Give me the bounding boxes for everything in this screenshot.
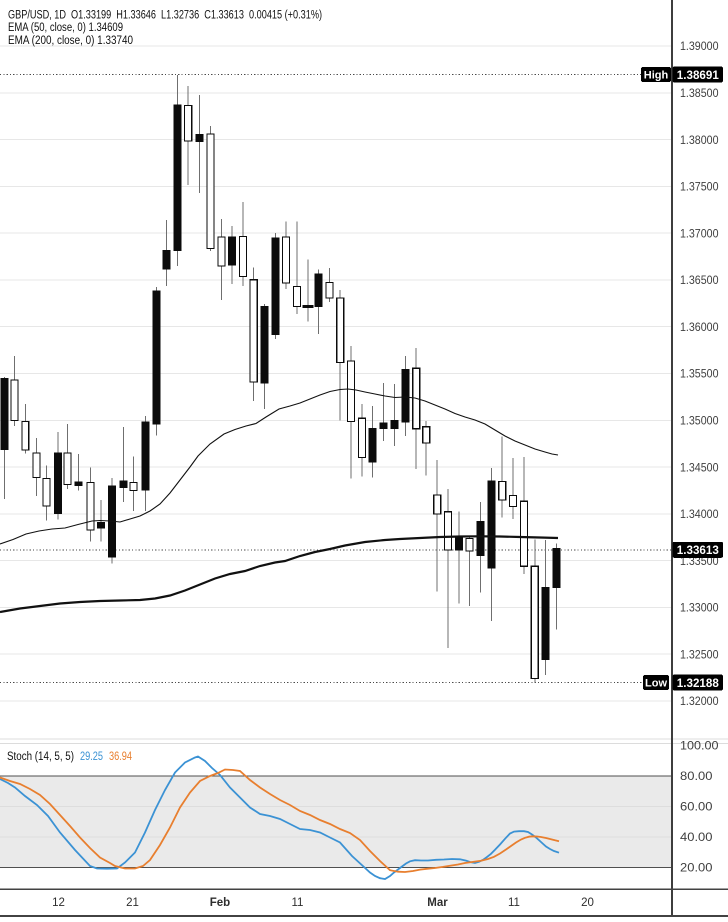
svg-text:11: 11 bbox=[292, 897, 304, 909]
svg-text:1.36500: 1.36500 bbox=[680, 273, 719, 287]
svg-text:20: 20 bbox=[581, 897, 594, 909]
svg-text:21: 21 bbox=[126, 897, 139, 909]
svg-text:100.00: 100.00 bbox=[680, 739, 719, 753]
svg-text:Feb: Feb bbox=[210, 897, 230, 909]
svg-text:1.38000: 1.38000 bbox=[680, 133, 719, 147]
svg-text:60.00: 60.00 bbox=[680, 800, 713, 814]
svg-text:11: 11 bbox=[508, 897, 520, 909]
svg-text:1.36000: 1.36000 bbox=[680, 320, 719, 334]
svg-text:1.35500: 1.35500 bbox=[680, 367, 719, 381]
svg-text:Low: Low bbox=[645, 678, 667, 690]
svg-text:1.39000: 1.39000 bbox=[680, 39, 719, 53]
svg-text:20.00: 20.00 bbox=[680, 861, 713, 875]
svg-text:1.34000: 1.34000 bbox=[680, 507, 719, 521]
svg-text:1.38500: 1.38500 bbox=[680, 86, 719, 100]
svg-text:1.34500: 1.34500 bbox=[680, 460, 719, 474]
svg-text:1.37500: 1.37500 bbox=[680, 180, 719, 194]
svg-text:High: High bbox=[644, 70, 669, 82]
svg-text:1.35000: 1.35000 bbox=[680, 414, 719, 428]
svg-text:1.38691: 1.38691 bbox=[677, 68, 719, 82]
svg-text:1.32188: 1.32188 bbox=[677, 676, 719, 690]
svg-text:1.37000: 1.37000 bbox=[680, 226, 719, 240]
svg-text:GBP/USD, 1D O1.33199 H1.3364: GBP/USD, 1D O1.33199 H1.33646 L1.32736 C… bbox=[8, 10, 322, 22]
svg-text:12: 12 bbox=[52, 897, 65, 909]
svg-text:EMA (50, close, 0) 1.34609: EMA (50, close, 0) 1.34609 bbox=[8, 22, 123, 34]
svg-text:1.32000: 1.32000 bbox=[680, 694, 719, 708]
svg-text:Stoch (14, 5, 5): Stoch (14, 5, 5) bbox=[7, 751, 74, 763]
svg-text:36.94: 36.94 bbox=[109, 751, 132, 763]
svg-text:1.32500: 1.32500 bbox=[680, 647, 719, 661]
svg-text:Mar: Mar bbox=[427, 897, 448, 909]
svg-text:1.33000: 1.33000 bbox=[680, 601, 719, 615]
svg-text:40.00: 40.00 bbox=[680, 830, 713, 844]
svg-text:1.33613: 1.33613 bbox=[677, 543, 719, 557]
svg-text:29.25: 29.25 bbox=[80, 751, 103, 763]
svg-text:80.00: 80.00 bbox=[680, 769, 713, 783]
svg-text:EMA (200, close, 0) 1.33740: EMA (200, close, 0) 1.33740 bbox=[8, 35, 133, 47]
